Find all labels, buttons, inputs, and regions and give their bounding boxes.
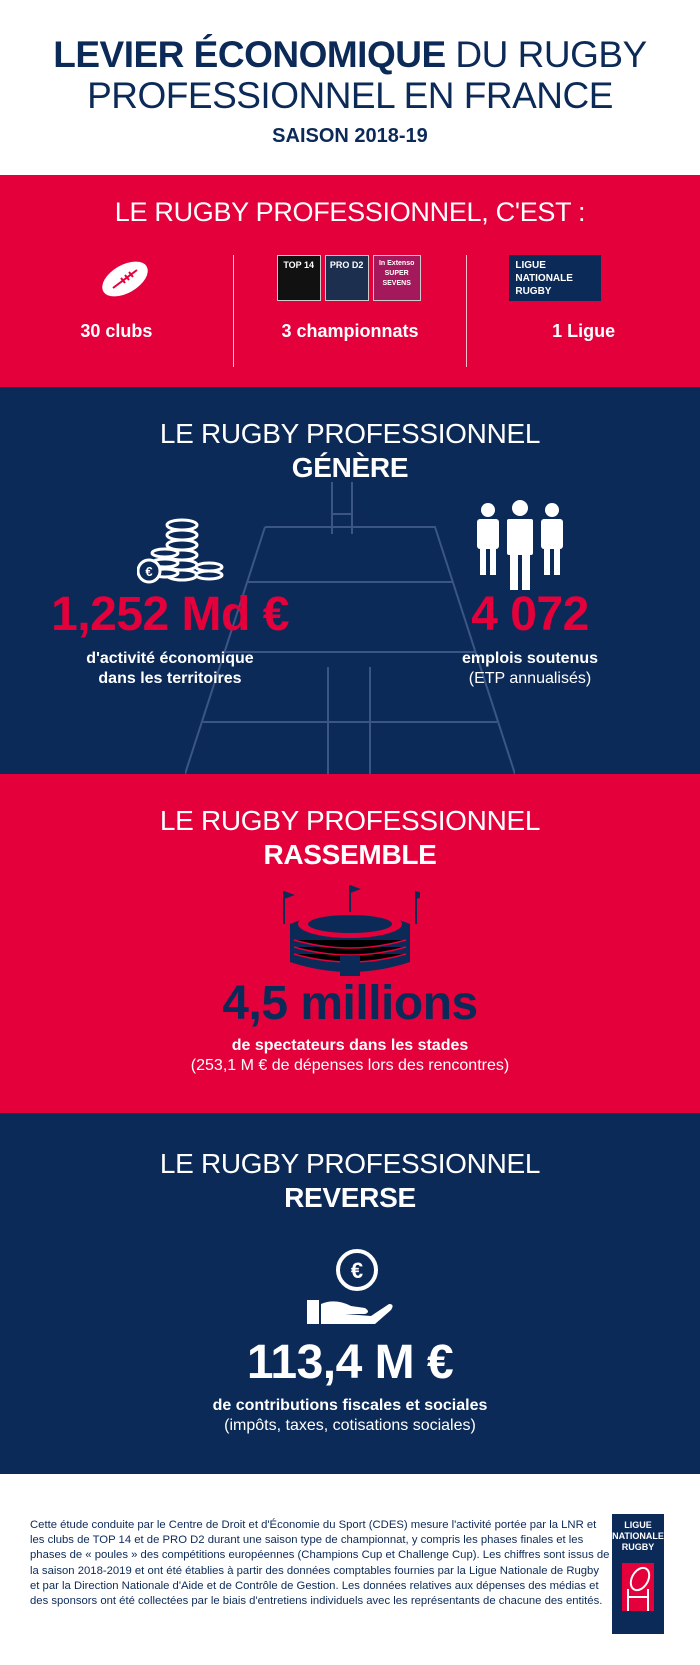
championships-column: TOP 14 PRO D2 In Extenso SUPER SEVENS 3 … [232,255,467,367]
lnr-logo: LIGUE NATIONALE RUGBY [509,255,602,301]
rugby-pitch-illustration [185,482,515,774]
season: SAISON 2018-19 [272,125,428,147]
contributions-value: 113,4 M € [246,1336,454,1389]
header: LEVIER ÉCONOMIQUE DU RUGBY PROFESSIONNEL… [0,0,700,175]
intro-heading: LE RUGBY PROFESSIONNEL, C'EST : [114,197,586,227]
clubs-column: 30 clubs [0,255,233,367]
title-line-2: PROFESSIONNEL EN FRANCE [87,75,613,116]
rassemble-line2: RASSEMBLE [263,839,437,870]
prod2-logo: PRO D2 [324,255,369,301]
genere-line1: LE RUGBY PROFESSIONNEL [159,418,541,449]
economic-activity-value: 1,252 Md € [51,588,289,641]
hand-euro-icon: € [307,1249,393,1324]
spectators-desc: de spectateurs dans les stades (253,1 M €… [190,1037,510,1074]
reverse-line1: LE RUGBY PROFESSIONNEL [159,1148,541,1179]
league-label: 1 Ligue [552,321,616,341]
spectators-value: 4,5 millions [222,977,478,1030]
clubs-label: 30 clubs [80,321,153,341]
section-reverse: LE RUGBY PROFESSIONNEL REVERSE € 113,4 M … [0,1113,700,1474]
title-bold: LEVIER ÉCONOMIQUE [53,34,446,75]
contributions-desc: de contributions fiscales et sociales (im… [212,1397,488,1434]
rugby-posts-icon [622,1563,654,1611]
stadium-icon [283,884,420,976]
lnr-footer-logo: LIGUE NATIONALE RUGBY [612,1514,664,1634]
super-sevens-logo: In Extenso SUPER SEVENS [372,255,421,301]
jobs-value: 4 072 [471,588,589,641]
footer-text: Cette étude conduite par le Centre de Dr… [30,1519,610,1608]
coins-icon: € [137,518,224,584]
svg-text:€: € [145,564,152,579]
league-column: LIGUE NATIONALE RUGBY 1 Ligue [466,255,700,367]
section-genere: LE RUGBY PROFESSIONNEL GÉNÈRE € 1,252 Md … [0,387,700,774]
genere-line2: GÉNÈRE [291,452,409,483]
section-rassemble: LE RUGBY PROFESSIONNEL RASSEMBLE 4,5 mill… [0,774,700,1113]
rugby-ball-icon [102,261,148,297]
section-intro: LE RUGBY PROFESSIONNEL, C'EST : 30 clubs… [0,175,700,387]
economic-activity-desc: d'activité économique dans les territoire… [86,650,254,687]
top14-logo: TOP 14 [276,255,321,301]
jobs-desc: emplois soutenus (ETP annualisés) [461,650,599,687]
rassemble-line1: LE RUGBY PROFESSIONNEL [159,805,541,836]
reverse-line2: REVERSE [284,1182,416,1213]
people-icon [477,500,563,590]
championships-label: 3 championnats [281,321,419,341]
title-rest: DU RUGBY [445,34,647,75]
title-line-1: LEVIER ÉCONOMIQUE DU RUGBY [0,34,700,75]
svg-text:€: € [351,1258,363,1283]
footer: Cette étude conduite par le Centre de Dr… [0,1474,700,1665]
